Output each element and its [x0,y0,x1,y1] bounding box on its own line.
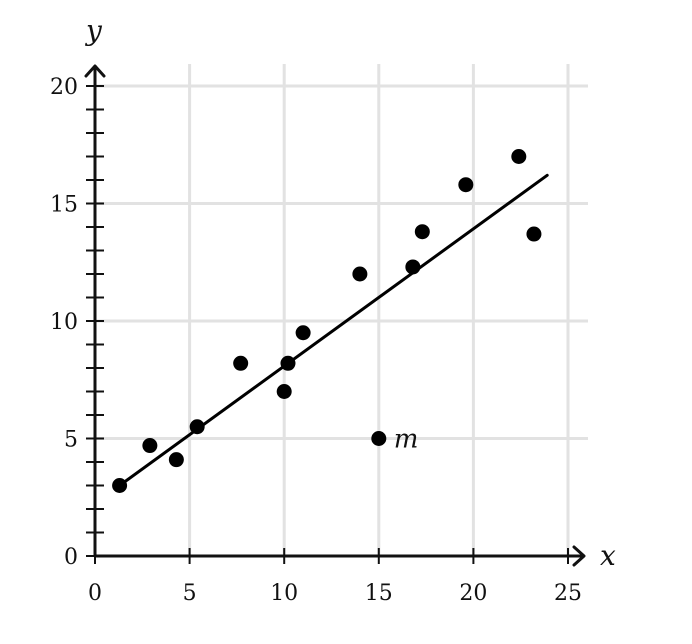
data-point [511,149,527,164]
x-tick-label: 10 [270,581,298,606]
x-axis-label: x [600,539,616,572]
data-point [295,325,311,341]
x-tick-label: 20 [459,581,487,606]
y-tick-label: 10 [50,310,78,335]
data-point [276,384,292,399]
data-point [405,259,421,275]
tick-labels: 0 5 10 15 20 25 0 5 10 15 20 [50,75,582,606]
y-tick-label: 15 [50,193,78,218]
data-point [352,266,368,282]
data-point [142,438,158,454]
y-tick-label: 20 [50,75,78,100]
x-tick-label: 15 [365,581,393,606]
y-tick-label: 5 [64,428,78,453]
ticks [86,85,569,564]
x-tick-label: 0 [88,581,102,606]
data-point [189,419,205,435]
data-point [414,224,430,240]
point-label: m [394,425,419,455]
y-tick-label: 0 [64,545,78,570]
data-point [112,478,128,493]
data-point [233,355,249,371]
data-points [112,149,542,493]
data-point [526,226,542,242]
y-axis-arrow-icon [84,64,106,78]
axes [84,64,586,567]
y-axis-label: y [84,14,103,47]
x-tick-label: 5 [183,581,197,606]
data-point-m [371,431,387,446]
annotations: m [394,425,419,455]
data-point [280,355,296,371]
data-point [168,452,184,468]
trend-line-group [118,173,549,487]
x-axis-arrow-icon [572,545,586,567]
trend-line [118,173,549,487]
data-point [458,177,474,193]
x-tick-label: 25 [554,581,582,606]
grid [95,64,588,556]
